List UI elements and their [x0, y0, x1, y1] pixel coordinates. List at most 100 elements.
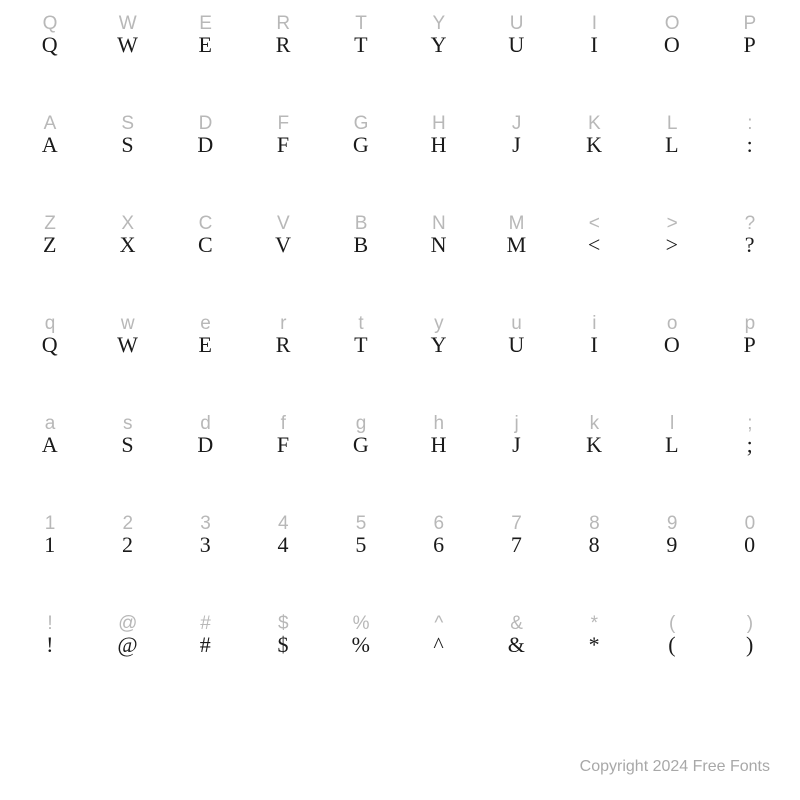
key-label: k	[590, 414, 600, 433]
specimen-cell: II	[564, 16, 624, 60]
glyph: T	[354, 334, 368, 356]
glyph: U	[508, 34, 524, 56]
specimen-cell: wW	[98, 316, 158, 360]
specimen-row: aA sS dD fF gG hH jJ kK lL ;;	[20, 416, 780, 460]
specimen-cell: sS	[98, 416, 158, 460]
specimen-cell: qQ	[20, 316, 80, 360]
glyph: <	[588, 234, 601, 256]
specimen-cell: dD	[176, 416, 236, 460]
specimen-cell: lL	[642, 416, 702, 460]
specimen-cell: rR	[253, 316, 313, 360]
key-label: C	[199, 214, 213, 233]
glyph: R	[276, 34, 291, 56]
key-label: r	[280, 314, 286, 333]
glyph: P	[744, 34, 757, 56]
glyph: >	[666, 234, 679, 256]
key-label: T	[355, 14, 367, 33]
glyph: G	[353, 134, 369, 156]
specimen-cell: !!	[20, 616, 80, 660]
key-label: B	[355, 214, 368, 233]
key-label: L	[667, 114, 678, 133]
specimen-cell: YY	[409, 16, 469, 60]
key-label: w	[121, 314, 135, 333]
glyph: W	[117, 34, 138, 56]
specimen-cell: 77	[487, 516, 547, 560]
specimen-cell: QQ	[20, 16, 80, 60]
specimen-cell: 99	[642, 516, 702, 560]
glyph: O	[664, 34, 680, 56]
specimen-cell: hH	[409, 416, 469, 460]
specimen-cell: 66	[409, 516, 469, 560]
glyph: Z	[43, 234, 57, 256]
specimen-cell: ;;	[720, 416, 780, 460]
key-label: M	[509, 214, 525, 233]
specimen-cell: **	[564, 616, 624, 660]
specimen-cell: uU	[487, 316, 547, 360]
specimen-row: 11 22 33 44 55 66 77 88 99 00	[20, 516, 780, 560]
specimen-cell: ))	[720, 616, 780, 660]
glyph: &	[508, 634, 526, 656]
specimen-row: ZZ XX CC VV BB NN MM << >> ??	[20, 216, 780, 260]
specimen-cell: SS	[98, 116, 158, 160]
specimen-cell: BB	[331, 216, 391, 260]
glyph: J	[512, 134, 521, 156]
glyph: D	[197, 134, 213, 156]
glyph: )	[746, 634, 754, 656]
specimen-cell: 00	[720, 516, 780, 560]
glyph: H	[431, 134, 447, 156]
key-label: e	[200, 314, 211, 333]
specimen-cell: pP	[720, 316, 780, 360]
specimen-cell: UU	[487, 16, 547, 60]
key-label: E	[199, 14, 212, 33]
key-label: Z	[44, 214, 56, 233]
key-label: S	[121, 114, 134, 133]
glyph: A	[42, 134, 58, 156]
specimen-cell: yY	[409, 316, 469, 360]
glyph: 0	[744, 534, 756, 556]
specimen-cell: kK	[564, 416, 624, 460]
glyph: #	[200, 634, 212, 656]
key-label: q	[45, 314, 56, 333]
glyph: Q	[42, 334, 58, 356]
glyph: @	[117, 634, 138, 656]
key-label: @	[118, 614, 137, 633]
glyph: Y	[431, 34, 447, 56]
glyph: S	[121, 134, 134, 156]
specimen-cell: ^^	[409, 616, 469, 660]
specimen-cell: JJ	[487, 116, 547, 160]
specimen-row: AA SS DD FF GG HH JJ KK LL ::	[20, 116, 780, 160]
specimen-cell: iI	[564, 316, 624, 360]
glyph: I	[590, 334, 598, 356]
key-label: o	[667, 314, 678, 333]
specimen-cell: &&	[487, 616, 547, 660]
specimen-cell: KK	[564, 116, 624, 160]
glyph: ^	[433, 634, 444, 656]
key-label: A	[44, 114, 57, 133]
specimen-cell: TT	[331, 16, 391, 60]
glyph: E	[199, 34, 213, 56]
glyph: 5	[355, 534, 367, 556]
key-label: ;	[747, 414, 752, 433]
specimen-cell: 33	[176, 516, 236, 560]
key-label: #	[200, 614, 211, 633]
glyph: T	[354, 34, 368, 56]
glyph: X	[120, 234, 136, 256]
glyph: D	[197, 434, 213, 456]
key-label: X	[121, 214, 134, 233]
glyph: (	[668, 634, 676, 656]
specimen-cell: MM	[487, 216, 547, 260]
specimen-cell: VV	[253, 216, 313, 260]
specimen-cell: oO	[642, 316, 702, 360]
glyph: W	[117, 334, 138, 356]
specimen-cell: gG	[331, 416, 391, 460]
glyph: :	[747, 134, 754, 156]
glyph: *	[589, 634, 601, 656]
specimen-cell: AA	[20, 116, 80, 160]
specimen-cell: DD	[176, 116, 236, 160]
key-label: V	[277, 214, 290, 233]
specimen-cell: 11	[20, 516, 80, 560]
specimen-row: !! @@ ## $$ %% ^^ && ** (( ))	[20, 616, 780, 660]
specimen-cell: FF	[253, 116, 313, 160]
specimen-cell: EE	[176, 16, 236, 60]
glyph: A	[42, 434, 58, 456]
